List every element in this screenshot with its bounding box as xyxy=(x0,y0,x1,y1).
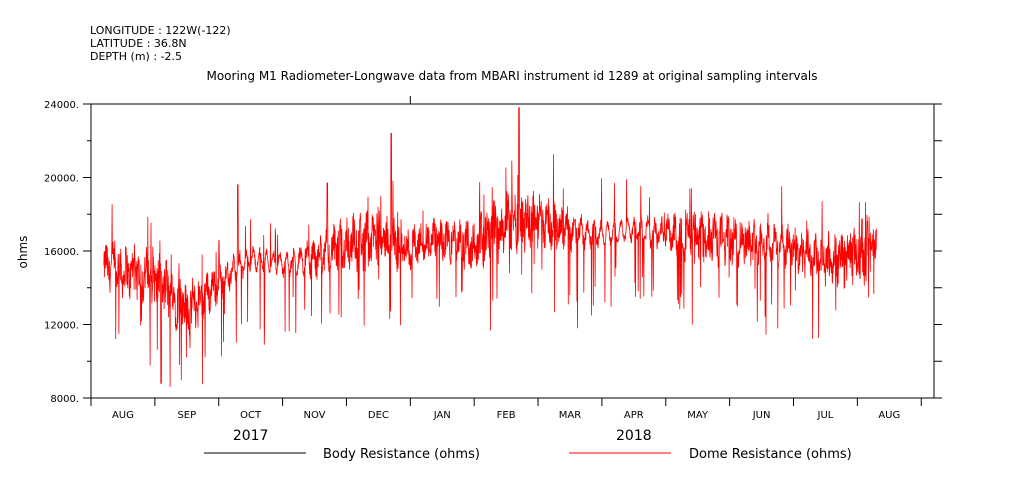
depth-label: DEPTH (m) : -2.5 xyxy=(90,50,183,63)
x-month-label: APR xyxy=(624,410,644,421)
x-month-label: AUG xyxy=(878,410,900,421)
legend-group: Body Resistance (ohms) Dome Resistance (o… xyxy=(204,447,852,462)
y-tick-label: 12000. xyxy=(44,321,79,332)
legend-label: Dome Resistance (ohms) xyxy=(689,447,852,462)
x-month-label: AUG xyxy=(112,410,134,421)
series-line-dome-resistance xyxy=(103,107,877,388)
x-month-label: JUL xyxy=(817,410,834,421)
y-tick-label: 16000. xyxy=(44,247,79,258)
y-tick-label: 24000. xyxy=(44,100,79,111)
x-month-label: MAR xyxy=(559,410,581,421)
longitude-label: LONGITUDE : 122W(-122) xyxy=(90,24,231,37)
x-month-label: MAY xyxy=(687,410,709,421)
x-month-label: SEP xyxy=(177,410,196,421)
x-month-label: NOV xyxy=(304,410,326,421)
x-month-label: DEC xyxy=(368,410,389,421)
y-tick-label: 20000. xyxy=(44,174,79,185)
series-group xyxy=(103,107,877,388)
x-year-label: 2017 xyxy=(233,428,269,444)
x-month-label: JUN xyxy=(752,410,771,421)
x-month-label: OCT xyxy=(240,410,262,421)
y-tick-label: 8000. xyxy=(50,394,79,405)
axes-group: 8000. 12000. 16000. 20000. 24000. AUG SEP OCT NO… xyxy=(44,96,942,444)
legend-label: Body Resistance (ohms) xyxy=(323,447,480,462)
y-axis-label: ohms xyxy=(16,236,30,269)
x-month-label: FEB xyxy=(497,410,516,421)
x-year-label: 2018 xyxy=(616,428,652,444)
latitude-label: LATITUDE : 36.8N xyxy=(90,37,187,50)
chart-title: Mooring M1 Radiometer-Longwave data from… xyxy=(206,69,817,83)
x-month-label: JAN xyxy=(433,410,451,421)
